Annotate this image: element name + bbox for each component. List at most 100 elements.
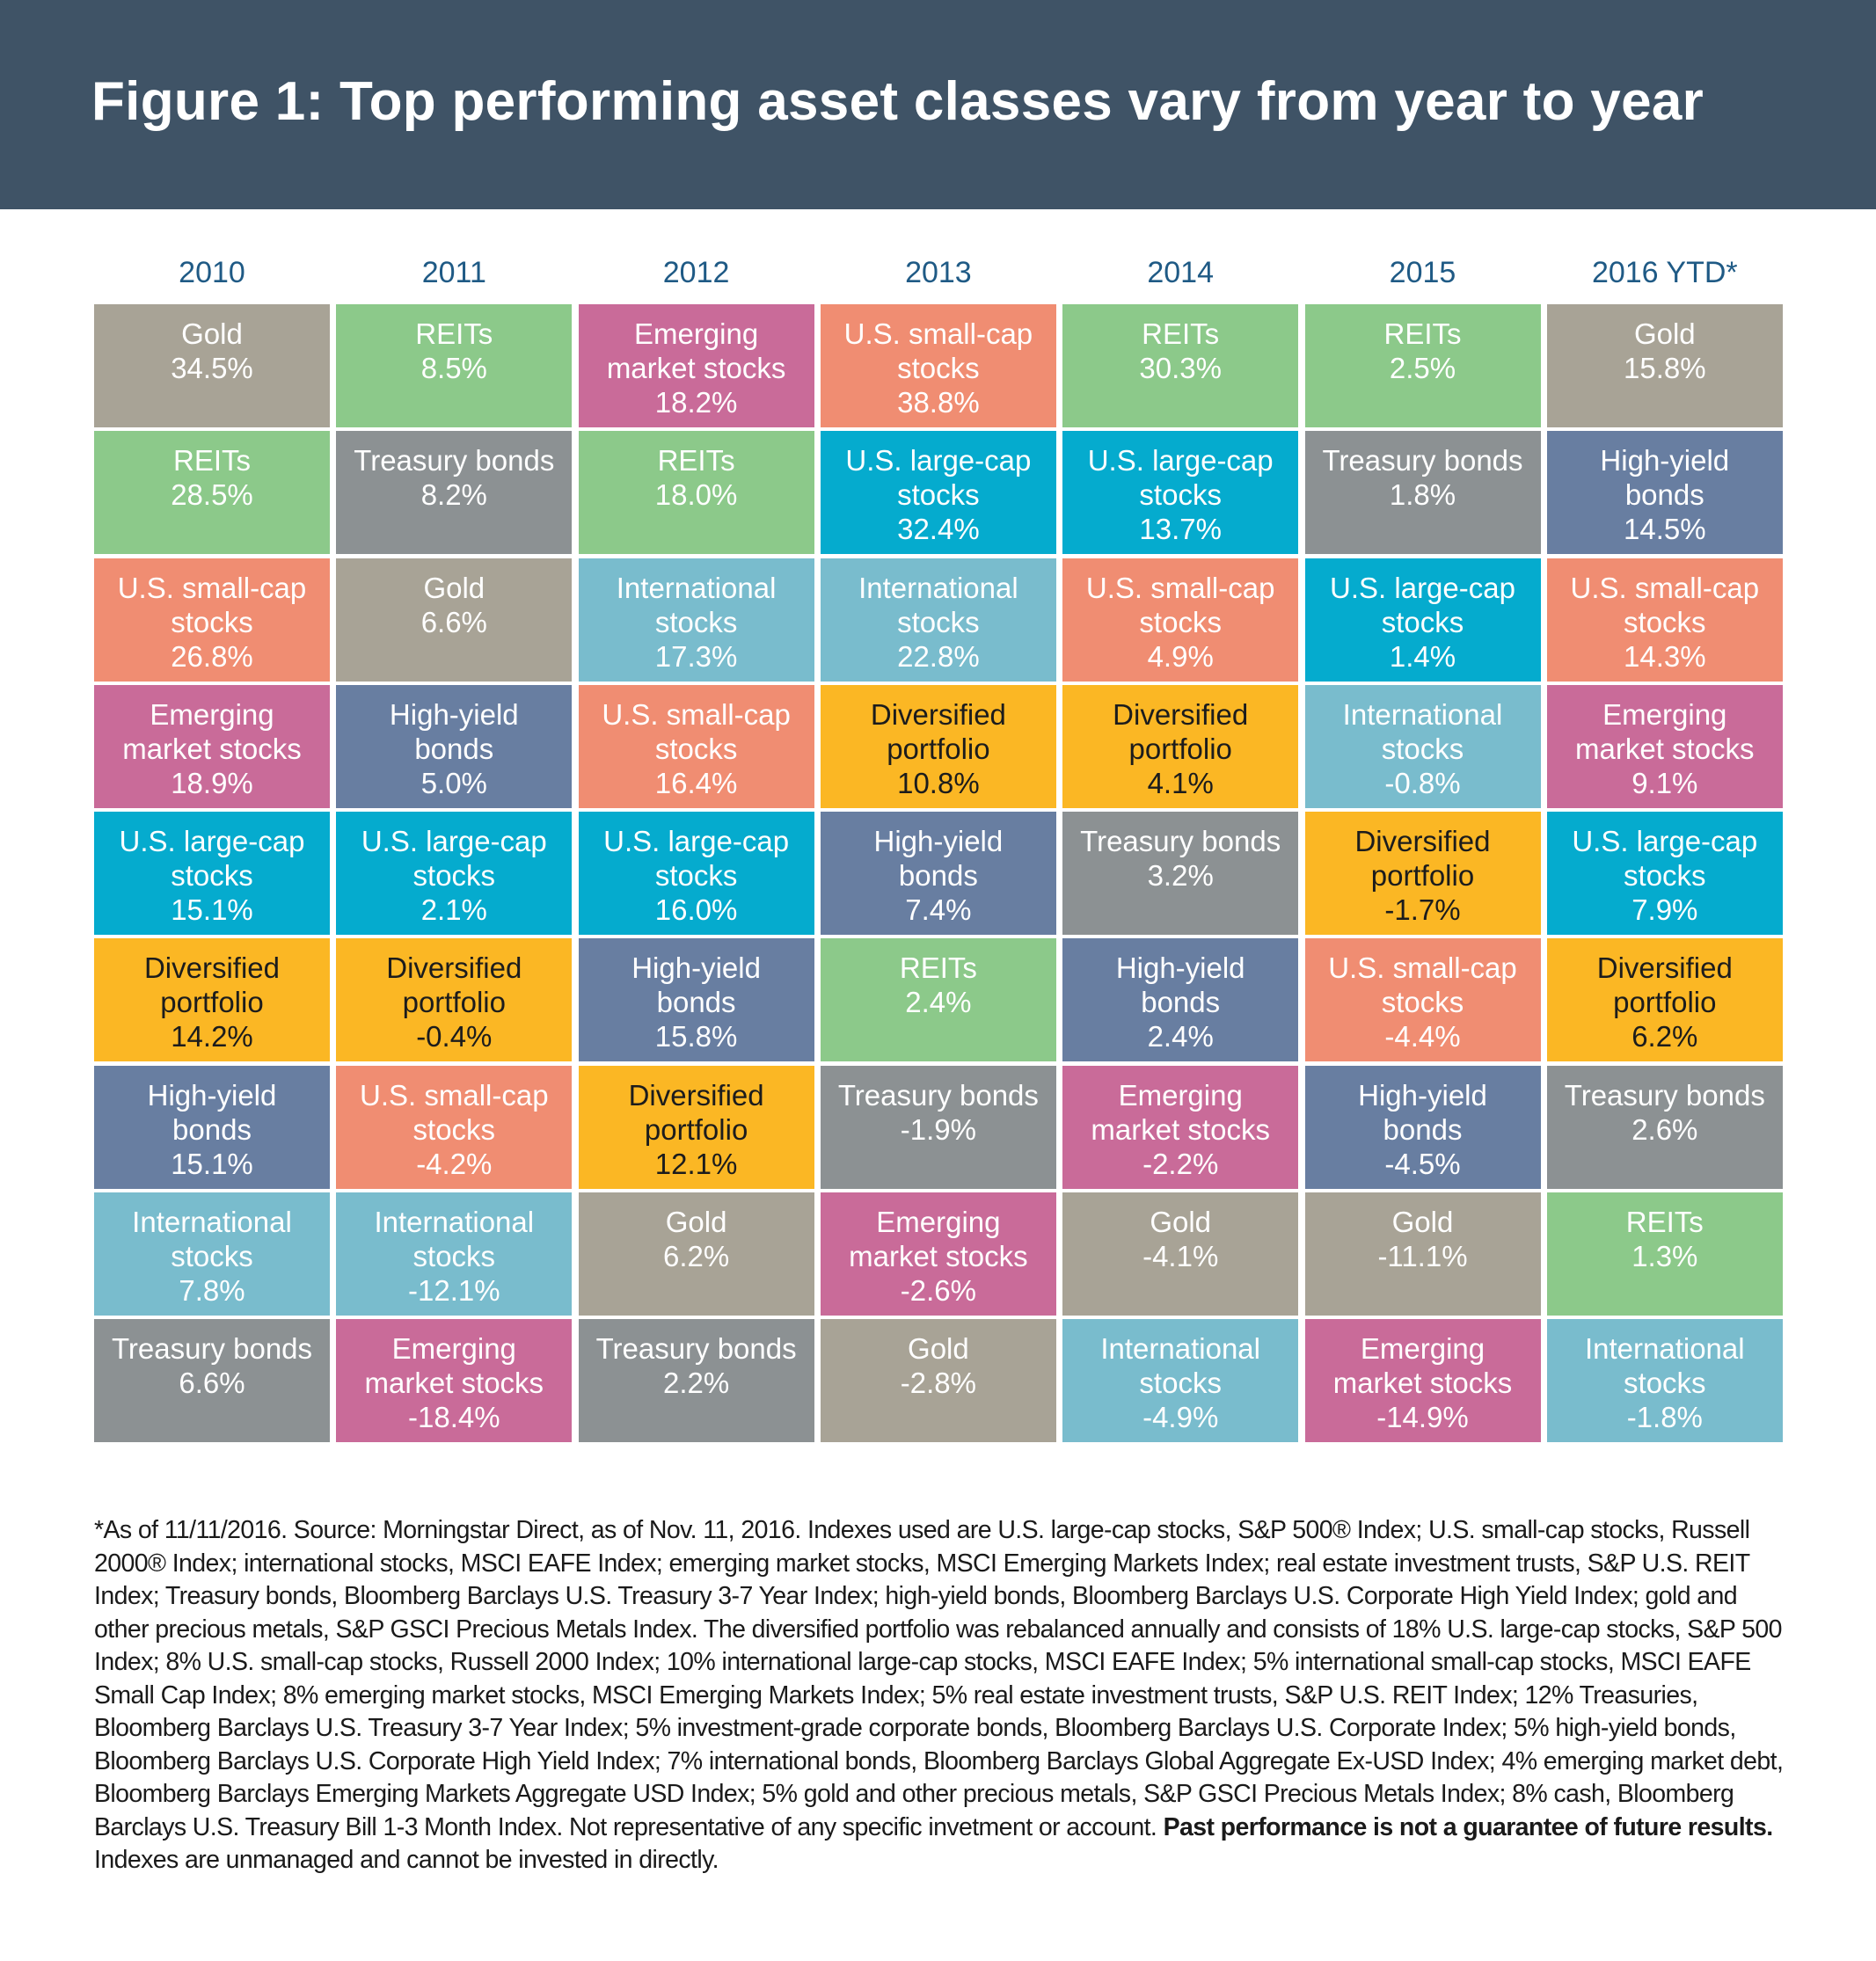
asset-name: U.S. large-cap stocks <box>1087 444 1274 512</box>
asset-cell-r4-c6: U.S. large-cap stocks 7.9% <box>1546 812 1783 935</box>
asset-cell-r1-c1: Treasury bonds 8.2% <box>336 431 573 555</box>
asset-cell-r2-c0: U.S. small-cap stocks 26.8% <box>94 558 330 682</box>
asset-name: Gold <box>1150 1205 1212 1238</box>
return-value: -14.9% <box>1376 1401 1469 1433</box>
asset-name: Treasury bonds <box>354 444 555 477</box>
asset-name: High-yield bonds <box>147 1078 277 1146</box>
return-value: 15.8% <box>1624 352 1706 384</box>
asset-name: REITs <box>1142 317 1220 350</box>
asset-cell-r4-c0: U.S. large-cap stocks 15.1% <box>94 812 330 935</box>
asset-cell-r8-c5: Emerging market stocks -14.9% <box>1304 1319 1541 1442</box>
return-value: 14.2% <box>171 1020 253 1053</box>
asset-name: International stocks <box>374 1205 535 1272</box>
return-value: 14.3% <box>1624 639 1706 673</box>
asset-cell-r4-c4: Treasury bonds 3.2% <box>1062 812 1299 935</box>
asset-cell-r4-c5: Diversified portfolio -1.7% <box>1304 812 1541 935</box>
return-value: 15.8% <box>654 1020 738 1053</box>
asset-cell-r5-c6: Diversified portfolio 6.2% <box>1546 938 1783 1062</box>
return-value: -2.6% <box>900 1273 976 1307</box>
return-value: 6.6% <box>420 605 487 638</box>
return-value: 1.4% <box>1389 639 1456 673</box>
return-value: -0.4% <box>416 1020 493 1053</box>
figure-header: Figure 1: Top performing asset classes v… <box>0 0 1876 209</box>
asset-name: High-yield bonds <box>389 697 519 765</box>
asset-cell-r5-c4: High-yield bonds 2.4% <box>1062 938 1299 1062</box>
asset-cell-r0-c2: Emerging market stocks 18.2% <box>578 304 814 427</box>
asset-cell-r5-c3: REITs 2.4% <box>820 938 1056 1062</box>
asset-name: International stocks <box>1342 697 1503 765</box>
asset-name: Gold <box>423 571 485 604</box>
return-value: 8.2% <box>420 478 487 512</box>
return-value: 1.3% <box>1631 1239 1698 1272</box>
return-value: 4.9% <box>1147 639 1214 673</box>
asset-cell-r0-c6: Gold 15.8% <box>1546 304 1783 427</box>
asset-name: Treasury bonds <box>1080 825 1281 857</box>
asset-cell-r3-c1: High-yield bonds 5.0% <box>336 684 573 808</box>
asset-name: Treasury bonds <box>111 1332 313 1365</box>
return-value: -4.1% <box>1142 1239 1219 1272</box>
year-header-3: 2013 <box>905 256 972 289</box>
asset-cell-r6-c0: High-yield bonds 15.1% <box>94 1065 330 1189</box>
return-value: -11.1% <box>1377 1239 1468 1272</box>
asset-cell-r7-c2: Gold 6.2% <box>578 1192 814 1316</box>
asset-cell-r7-c4: Gold -4.1% <box>1062 1192 1299 1316</box>
asset-cell-r4-c2: U.S. large-cap stocks 16.0% <box>578 812 814 935</box>
asset-cell-r2-c1: Gold 6.6% <box>336 558 573 682</box>
asset-name: REITs <box>899 951 977 985</box>
asset-cell-r2-c6: U.S. small-cap stocks 14.3% <box>1546 558 1783 682</box>
asset-cell-r5-c1: Diversified portfolio -0.4% <box>336 938 573 1062</box>
asset-cell-r6-c3: Treasury bonds -1.9% <box>820 1065 1056 1189</box>
return-value: -12.1% <box>408 1273 500 1307</box>
asset-name: Emerging market stocks <box>364 1332 544 1399</box>
return-value: -2.8% <box>900 1367 976 1399</box>
asset-cell-r8-c0: Treasury bonds 6.6% <box>94 1319 330 1442</box>
asset-cell-r8-c6: International stocks -1.8% <box>1546 1319 1783 1442</box>
return-value: 1.8% <box>1389 478 1456 512</box>
asset-name: U.S. large-cap stocks <box>1330 571 1515 638</box>
asset-name: REITs <box>172 444 251 477</box>
return-value: 5.0% <box>420 766 487 799</box>
asset-name: Gold <box>181 317 243 350</box>
year-header-6: 2016 YTD* <box>1591 256 1738 289</box>
asset-cell-r0-c0: Gold 34.5% <box>94 304 330 427</box>
asset-cell-r2-c3: International stocks 22.8% <box>820 558 1056 682</box>
return-value: 18.0% <box>654 478 738 512</box>
asset-name: U.S. small-cap stocks <box>1570 571 1760 638</box>
asset-cell-r8-c3: Gold -2.8% <box>820 1319 1056 1442</box>
asset-cell-r3-c6: Emerging market stocks 9.1% <box>1546 684 1783 808</box>
asset-cell-r7-c3: Emerging market stocks -2.6% <box>820 1192 1056 1316</box>
return-value: 4.1% <box>1147 766 1214 799</box>
asset-cell-r7-c5: Gold -11.1% <box>1304 1192 1541 1316</box>
asset-cell-r7-c1: International stocks -12.1% <box>336 1192 573 1316</box>
asset-name: REITs <box>415 317 493 350</box>
return-value: -2.2% <box>1142 1147 1219 1180</box>
return-value: 2.2% <box>662 1367 730 1399</box>
return-value: 14.5% <box>1624 513 1706 546</box>
asset-cell-r5-c2: High-yield bonds 15.8% <box>578 938 814 1062</box>
asset-cell-r0-c5: REITs 2.5% <box>1304 304 1541 427</box>
return-value: 2.5% <box>1389 352 1456 384</box>
asset-name: U.S. large-cap stocks <box>361 825 547 892</box>
asset-name: Diversified portfolio <box>386 951 522 1019</box>
return-value: 16.4% <box>654 766 738 799</box>
year-header-1: 2011 <box>421 256 486 289</box>
return-value: 3.2% <box>1147 859 1214 892</box>
asset-name: Diversified portfolio <box>143 951 281 1019</box>
asset-cell-r4-c1: U.S. large-cap stocks 2.1% <box>336 812 573 935</box>
footnote-disclaimer: Past performance is not a guarantee of f… <box>1163 1812 1774 1841</box>
asset-cell-r1-c5: Treasury bonds 1.8% <box>1304 431 1541 555</box>
return-value: 15.1% <box>171 893 253 926</box>
return-value: 15.1% <box>171 1147 253 1180</box>
return-value: 7.4% <box>905 893 972 926</box>
return-value: 16.0% <box>654 893 738 926</box>
asset-cell-r5-c0: Diversified portfolio 14.2% <box>94 938 330 1062</box>
asset-name: High-yield bonds <box>873 825 1004 892</box>
asset-class-grid: Gold 34.5% REITs 8.5% Emerging market stocks… <box>94 304 1783 1474</box>
return-value: 26.8% <box>171 639 253 673</box>
asset-cell-r1-c3: U.S. large-cap stocks 32.4% <box>820 431 1056 555</box>
return-value: 7.8% <box>179 1273 245 1307</box>
asset-cell-r6-c2: Diversified portfolio 12.1% <box>578 1065 814 1189</box>
return-value: 2.4% <box>1147 1020 1214 1053</box>
asset-name: Gold <box>908 1332 969 1365</box>
return-value: -4.9% <box>1142 1401 1219 1433</box>
